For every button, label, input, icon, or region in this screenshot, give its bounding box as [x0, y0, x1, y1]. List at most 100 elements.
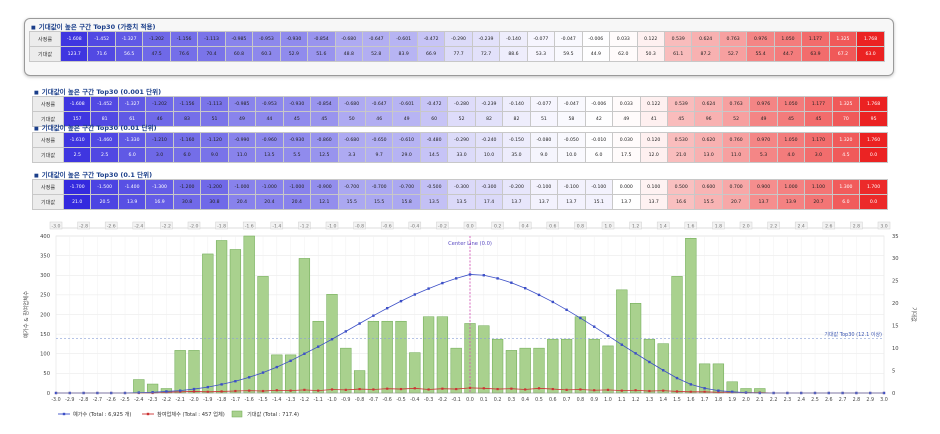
top-axis-tab[interactable]	[822, 221, 836, 230]
top-axis-tab[interactable]	[380, 221, 394, 230]
y-axis-label: 예가수 & 참여업체수	[22, 291, 30, 338]
bar	[519, 347, 531, 394]
top-axis-label: 2.0	[742, 223, 749, 229]
top30-section: ■ 기대값이 높은 구간 Top30 (가중치 적용) 사정률 -1.608 -1.45…	[24, 18, 894, 76]
top-axis-tab[interactable]	[463, 221, 477, 230]
rate-cell: 1.300	[831, 179, 861, 195]
x-tick-label: -1.5	[258, 397, 267, 403]
top-axis-tab[interactable]	[104, 221, 118, 230]
rate-cell: -1.500	[90, 179, 119, 195]
top-axis-tab[interactable]	[77, 221, 90, 230]
top-axis-tab[interactable]	[712, 221, 725, 230]
value-cell: 10.0	[474, 147, 504, 163]
rate-cell: 0.976	[749, 96, 778, 112]
rate-cell: 0.760	[721, 132, 751, 148]
row-label: 사정률	[32, 96, 64, 112]
top-axis-tab[interactable]	[739, 221, 753, 230]
value-cell: 48.8	[334, 46, 363, 62]
top-axis-tab[interactable]	[215, 221, 228, 230]
top-axis-tab[interactable]	[353, 221, 366, 230]
top-axis-tab[interactable]	[132, 221, 146, 230]
top-axis-label: 0.6	[549, 223, 556, 229]
top-axis-tab[interactable]	[574, 221, 587, 230]
top-axis-tab[interactable]	[160, 221, 173, 230]
rate-cell: -0.680	[337, 132, 366, 148]
rate-cell: 0.033	[612, 96, 641, 112]
top-axis-tab[interactable]	[436, 221, 449, 230]
value-cell: 33.0	[447, 147, 476, 163]
participants-point	[275, 389, 278, 392]
top-axis-label: 2.4	[798, 223, 805, 229]
rate-cell: -1.200	[172, 179, 202, 195]
top-axis-tab[interactable]	[767, 221, 780, 230]
value-cell: 6.0	[584, 147, 614, 163]
estimates-point	[593, 325, 596, 328]
value-cell: 3.3	[337, 147, 366, 163]
rate-cell: 1.000	[776, 179, 806, 195]
rate-cell: -0.650	[364, 132, 394, 148]
top-axis-tab[interactable]	[656, 221, 670, 230]
rate-cell: -1.156	[169, 31, 199, 47]
rate-cell: -1.452	[87, 31, 116, 47]
top-axis-tab[interactable]	[629, 221, 642, 230]
top-axis-tab[interactable]	[518, 221, 532, 230]
top30-section: ■ 기대값이 높은 구간 Top30 (0.01 단위) 사정률 -1.610 -1.4…	[28, 120, 892, 166]
x-tick-label: 0.1	[480, 397, 488, 403]
rate-cell: -1.460	[90, 132, 119, 148]
top-axis-tab[interactable]	[546, 221, 560, 230]
participants-point	[372, 388, 375, 391]
top-axis-tab[interactable]	[187, 221, 201, 230]
rate-cell: 0.763	[721, 96, 751, 112]
participants-point	[689, 390, 692, 393]
rate-cell: 0.700	[721, 179, 751, 195]
value-cell: 11.0	[227, 147, 257, 163]
table-row: 사정률 -1.700 -1.500 -1.400 -1.300 -1.200 -1.200-…	[32, 179, 888, 195]
y-tick-label: 150	[40, 332, 50, 338]
top-axis-tab[interactable]	[794, 221, 808, 230]
top-axis-tab[interactable]	[601, 221, 615, 230]
top-axis-label: 0.4	[522, 223, 529, 229]
top-axis-tab[interactable]	[408, 221, 422, 230]
top-axis-tab[interactable]	[325, 221, 339, 230]
estimates-point	[496, 277, 499, 280]
x-tick-label: -0.9	[341, 397, 350, 403]
top-axis-tab[interactable]	[684, 221, 698, 230]
table-row: 사정률 -1.610 -1.460 -1.330 -1.210 -1.160 -1.120-…	[32, 132, 888, 148]
estimates-point	[261, 371, 265, 374]
value-cell: 9.7	[364, 147, 394, 163]
bar	[298, 258, 311, 394]
value-cell: 52	[447, 111, 476, 127]
top-axis-tab[interactable]	[491, 221, 504, 230]
value-cell: 15.5	[694, 194, 723, 210]
top-axis-label: 3.0	[880, 223, 887, 229]
top-axis-tab[interactable]	[49, 221, 63, 230]
bar	[188, 350, 200, 394]
x-tick-label: -0.3	[424, 397, 433, 403]
x-tick-label: -1.9	[203, 397, 212, 403]
rate-cell: -0.472	[416, 31, 446, 47]
participants-point	[248, 389, 251, 392]
estimates-point	[689, 383, 692, 386]
value-cell: 4.0	[776, 147, 806, 163]
top-axis-tab[interactable]	[850, 221, 863, 230]
x-tick-label: 2.2	[770, 397, 778, 403]
y2-tick-label: 10	[892, 346, 899, 352]
estimates-point	[675, 376, 679, 380]
x-tick-label: 2.5	[811, 397, 819, 403]
participants-point	[220, 390, 223, 393]
x-tick-label: 1.2	[632, 397, 640, 403]
top-axis-tab[interactable]	[242, 221, 256, 230]
x-tick-label: -1.7	[231, 397, 240, 403]
top30-section: ■ 기대값이 높은 구간 Top30 (0.1 단위) 사정률 -1.700 -1.50…	[28, 167, 892, 213]
threshold-label: 기대값 Top30 (12.1 이상)	[824, 331, 882, 338]
top-axis-tab[interactable]	[270, 221, 284, 230]
top-axis-label: -3.0	[52, 223, 61, 229]
participants-point	[289, 389, 292, 392]
x-tick-label: 1.3	[646, 397, 654, 403]
bar	[464, 323, 476, 394]
top-axis-tab[interactable]	[298, 221, 311, 230]
top-axis-tab[interactable]	[877, 221, 891, 230]
participants-point	[482, 387, 485, 390]
value-cell: 52.7	[718, 46, 748, 62]
bar	[491, 338, 504, 394]
